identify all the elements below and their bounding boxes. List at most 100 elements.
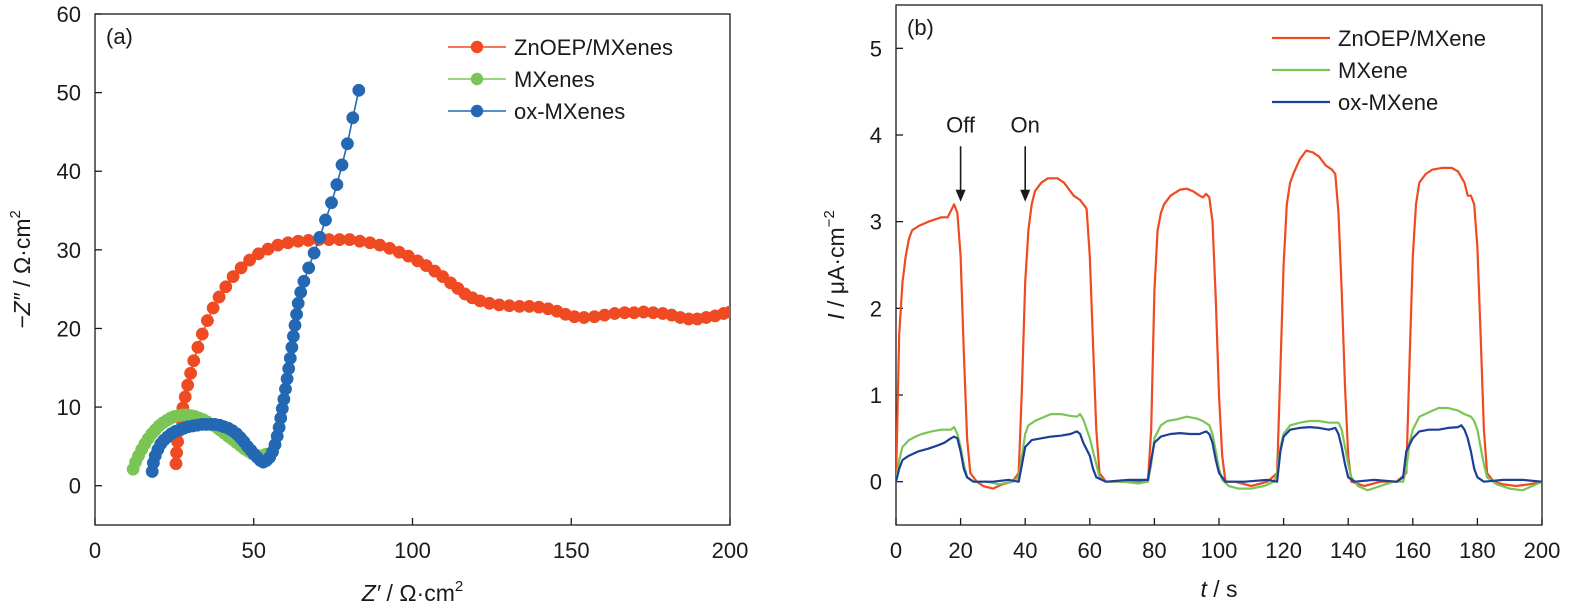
legend-item: ZnOEP/MXene (1272, 26, 1486, 51)
panel-b: 0 20 40 60 80 100 120 140 160 180 200 0 1 2 3 4 5 t / s I … (821, 4, 1561, 602)
data-point (285, 340, 299, 354)
data-point (169, 457, 183, 471)
x-tick-label: 40 (1013, 538, 1037, 563)
series-ox-MXene (896, 424, 1542, 483)
y-tick-label: 3 (870, 210, 882, 235)
y-tick-label: 5 (870, 36, 882, 61)
series-line (896, 149, 1542, 490)
series-ZnOEP/MXene (896, 149, 1542, 490)
data-point (294, 285, 308, 299)
data-point (330, 178, 344, 192)
series-MXene (896, 406, 1542, 492)
x-tick-label: 60 (1078, 538, 1102, 563)
legend-item: ox-MXenes (448, 99, 625, 124)
data-point (723, 305, 730, 319)
data-point (170, 446, 184, 460)
x-tick-label: 120 (1265, 538, 1302, 563)
y-tick-label: 30 (57, 238, 81, 263)
y-tick-label: 2 (870, 296, 882, 321)
data-point (184, 366, 198, 380)
x-tick-label: 80 (1142, 538, 1166, 563)
legend-label: ZnOEP/MXenes (514, 35, 673, 60)
data-point (234, 261, 248, 275)
y-tick-label: 50 (57, 81, 81, 106)
data-point (290, 307, 304, 321)
annotation-off: Off (946, 112, 976, 202)
data-point (335, 158, 349, 172)
data-point (178, 390, 192, 404)
x-tick-label: 180 (1459, 538, 1496, 563)
annotation-arrow-head (955, 189, 966, 202)
data-point (226, 270, 240, 284)
y-tick-label: 10 (57, 395, 81, 420)
data-point (206, 301, 220, 315)
series-line (896, 424, 1542, 483)
plot-area (126, 83, 730, 478)
x-tick-label: 50 (242, 538, 266, 563)
series-line (896, 406, 1542, 492)
data-point (288, 318, 302, 332)
data-point (219, 280, 233, 294)
data-point (313, 230, 327, 244)
y-tick-label: 1 (870, 383, 882, 408)
data-point (283, 351, 297, 365)
x-tick-label: 200 (712, 538, 749, 563)
legend-label: MXene (1338, 58, 1408, 83)
legend-marker (470, 104, 484, 118)
data-point (195, 327, 209, 341)
x-axis-title: t / s (1200, 576, 1237, 602)
x-tick-label: 150 (553, 538, 590, 563)
annotation-on: On (1011, 112, 1040, 202)
legend: ZnOEP/MXenes MXenes ox-MXenes (448, 35, 673, 124)
legend-item: MXenes (448, 67, 595, 92)
data-point (319, 213, 332, 227)
y-axis-title: I / μA·cm−2 (821, 210, 849, 320)
data-point (187, 354, 201, 368)
data-point (352, 83, 366, 97)
series-line (175, 238, 730, 464)
x-tick-label: 200 (1524, 538, 1561, 563)
series-ox-MXenes (145, 83, 366, 478)
y-tick-label: 20 (57, 316, 81, 341)
y-tick-label: 0 (69, 474, 81, 499)
data-point (200, 314, 214, 328)
legend-item: MXene (1272, 58, 1408, 83)
x-tick-label: 100 (394, 538, 431, 563)
legend: ZnOEP/MXene MXene ox-MXene (1272, 26, 1486, 115)
legend-item: ox-MXene (1272, 90, 1438, 115)
y-axis-title: −Z″ / Ω·cm2 (7, 210, 35, 329)
panel-label: (b) (907, 15, 934, 40)
annotation-label: On (1011, 112, 1040, 137)
data-point (307, 246, 321, 260)
plot-frame (895, 4, 1543, 526)
legend-item: ZnOEP/MXenes (448, 35, 673, 60)
panel-a: 0 50 100 150 200 0 10 20 30 40 50 60 Z′ / Ω·cm2 −Z″ /… (7, 2, 748, 606)
panel-label: (a) (106, 24, 133, 49)
legend-label: ox-MXenes (514, 99, 625, 124)
x-axis-title: Z′ / Ω·cm2 (361, 578, 463, 606)
y-tick-label: 40 (57, 159, 81, 184)
legend-marker (470, 40, 484, 54)
data-point (181, 378, 195, 392)
series-ZnOEP/MXenes (169, 233, 730, 471)
legend-label: ZnOEP/MXene (1338, 26, 1486, 51)
y-tick-label: 60 (57, 2, 81, 27)
y-tick-label: 0 (870, 470, 882, 495)
data-point (243, 253, 257, 267)
data-point (286, 329, 300, 343)
x-tick-label: 0 (89, 538, 101, 563)
x-tick-label: 160 (1394, 538, 1431, 563)
data-point (297, 274, 311, 288)
data-point (191, 340, 205, 354)
legend-label: ox-MXene (1338, 90, 1438, 115)
data-point (325, 196, 338, 210)
legend-marker (470, 72, 484, 86)
data-point (340, 137, 354, 151)
x-tick-label: 100 (1201, 538, 1238, 563)
data-point (302, 261, 316, 275)
plot-area (896, 149, 1542, 492)
data-point (291, 296, 305, 310)
y-tick-label: 4 (870, 123, 882, 148)
x-tick-label: 20 (948, 538, 972, 563)
